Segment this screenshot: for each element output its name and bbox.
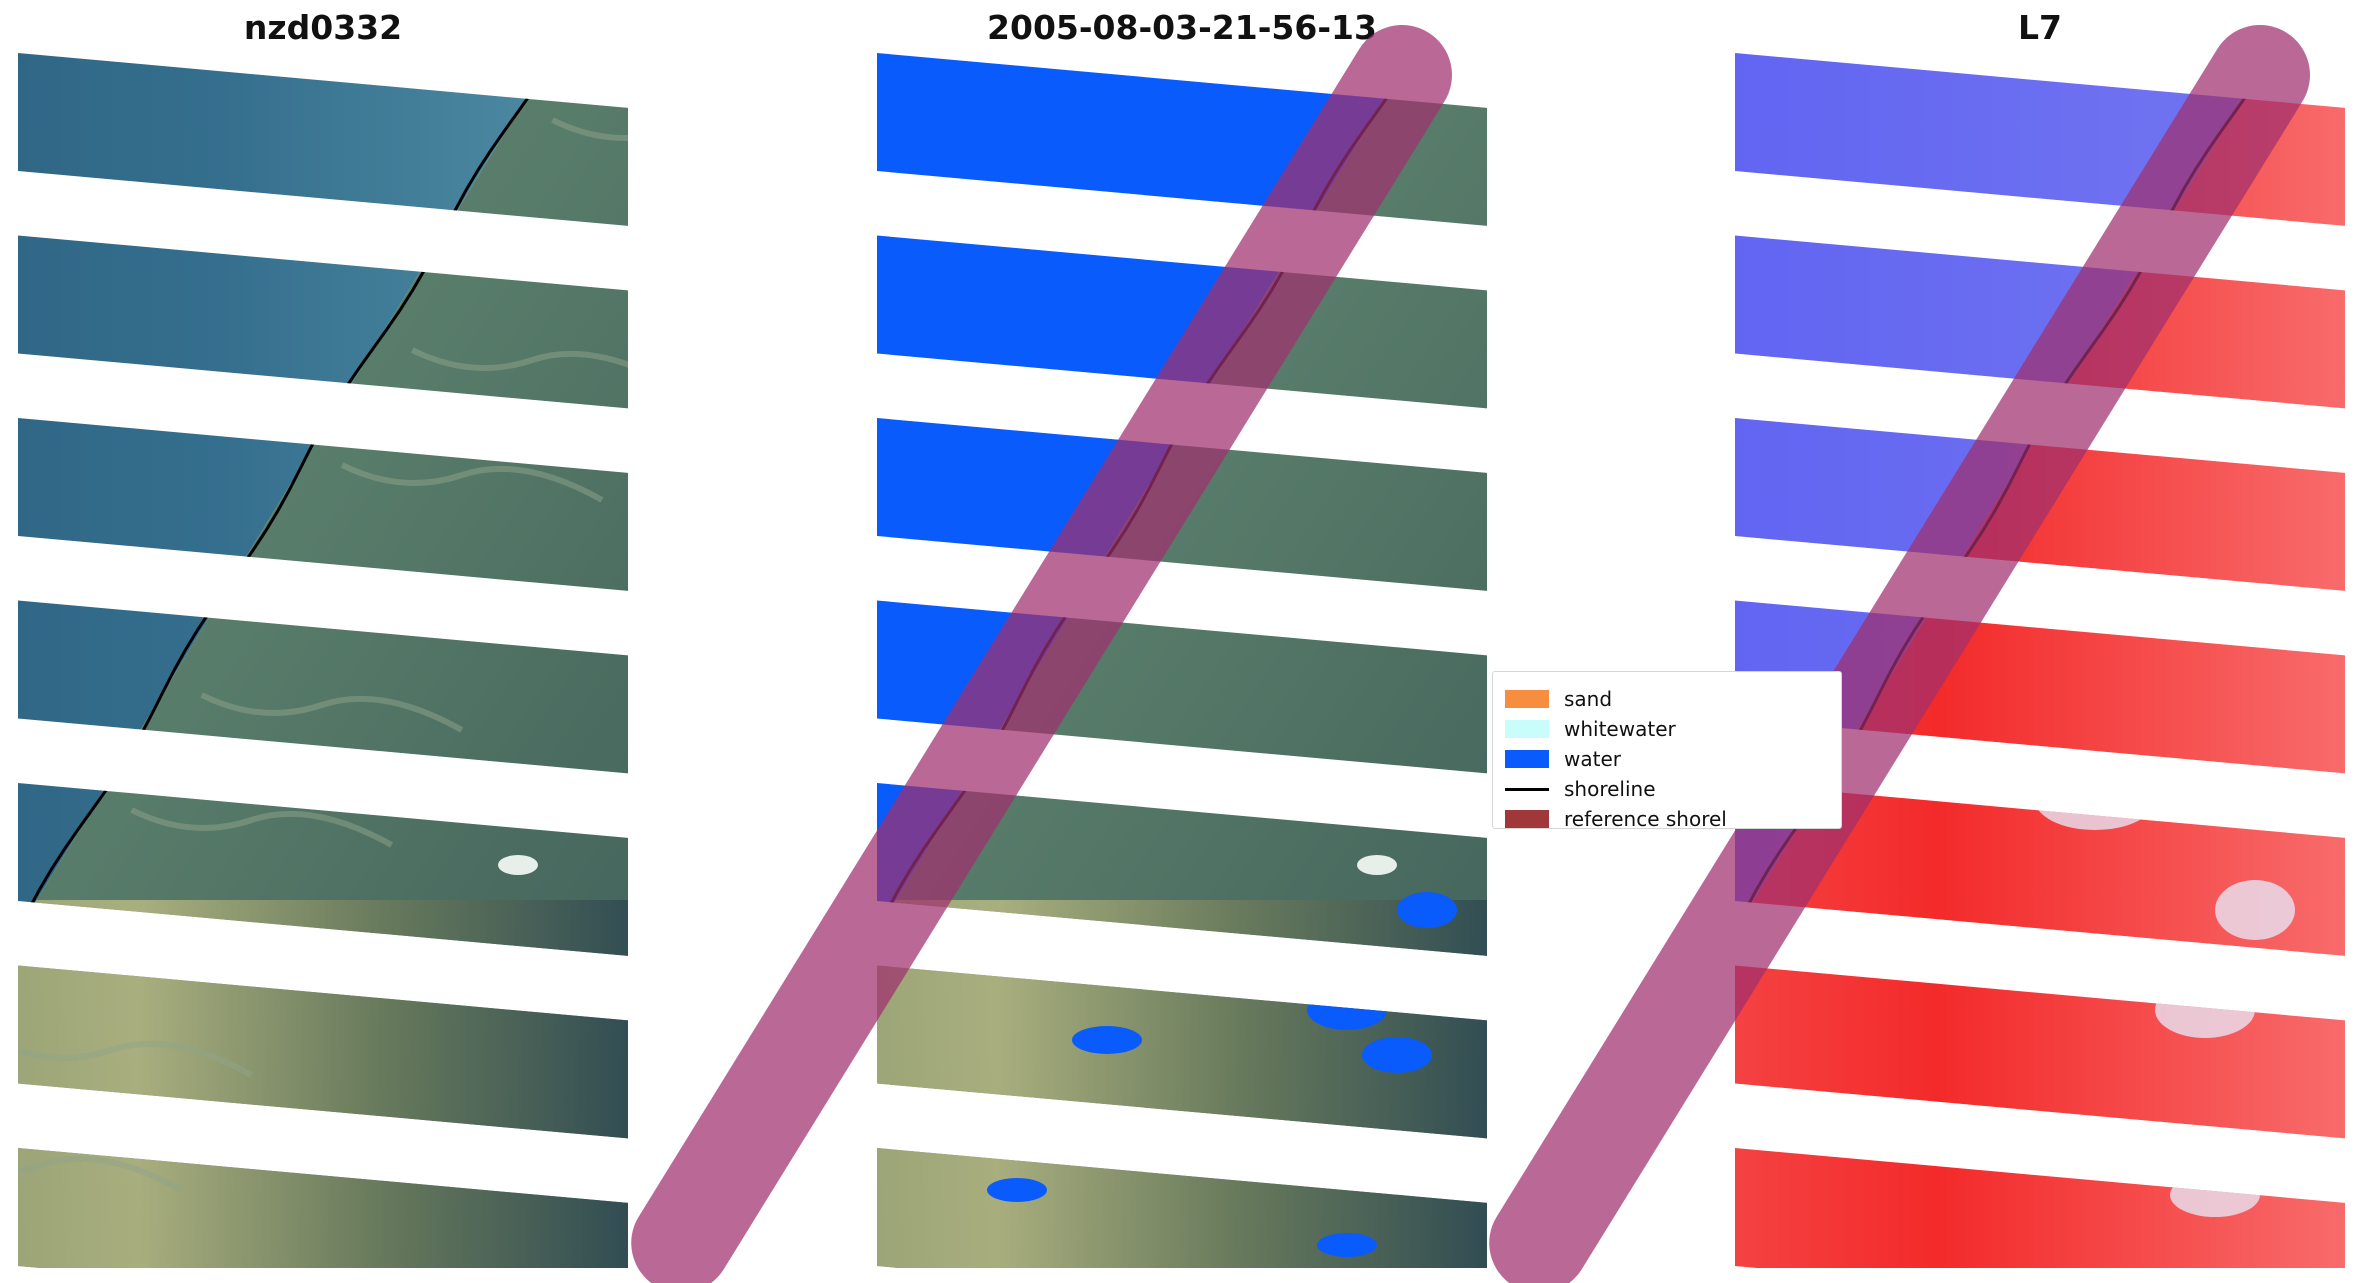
- inland-water-blob: [1362, 1037, 1432, 1073]
- panel-title-mndwi: L7: [2018, 8, 2062, 47]
- legend-swatch-reference-shoreline: [1505, 810, 1549, 828]
- dry-hills: [18, 900, 628, 1268]
- image-panel-rgb: [18, 53, 628, 1268]
- reference-shoreline-buffer: [631, 25, 1452, 1283]
- inland-water-blob: [1317, 1233, 1377, 1257]
- panel-content-rgb: [18, 53, 628, 1268]
- image-panel-mndwi: [1489, 25, 2345, 1283]
- mndwi-pale-patch: [2155, 982, 2255, 1038]
- legend: sand whitewater water shoreline referenc…: [1492, 671, 1842, 830]
- mndwi-pale-patch: [1885, 1120, 1965, 1160]
- legend-item-water: water: [1505, 747, 1621, 771]
- inland-water-blob: [987, 1178, 1047, 1202]
- terrain-ridge: [130, 807, 394, 848]
- terrain-ridge: [481, 232, 628, 273]
- terrain-ridge: [340, 462, 604, 503]
- image-panel-classified: [631, 25, 1487, 1283]
- legend-item-reference-shoreline: reference shorel: [1505, 808, 1741, 830]
- legend-swatch-whitewater: [1505, 720, 1549, 738]
- legend-label-whitewater: whitewater: [1564, 717, 1676, 741]
- legend-line-shoreline: [1505, 787, 1549, 791]
- legend-label-reference-shoreline: reference shorel: [1564, 808, 1727, 830]
- terrain-ridge: [18, 1037, 253, 1078]
- terrain-ridge: [270, 577, 534, 618]
- panel-title-classified: 2005-08-03-21-56-13: [987, 8, 1377, 47]
- terrain-ridge: [18, 1152, 183, 1193]
- panel-title-rgb: nzd0332: [243, 8, 403, 47]
- legend-swatch-water: [1505, 750, 1549, 768]
- inland-water-blob: [1072, 1026, 1142, 1054]
- terrain-ridge: [200, 692, 464, 733]
- reference-shoreline-buffer: [1489, 25, 2310, 1283]
- terrain-ridge: [60, 922, 323, 963]
- legend-item-whitewater: whitewater: [1505, 717, 1676, 741]
- panels-layer: [18, 25, 2345, 1283]
- mndwi-pale-patch: [2215, 880, 2295, 940]
- terrain-ridge: [551, 117, 628, 158]
- bright-patch: [1357, 855, 1397, 875]
- legend-label-sand: sand: [1564, 687, 1613, 711]
- legend-label-water: water: [1564, 747, 1621, 771]
- legend-item-sand: sand: [1505, 687, 1613, 711]
- legend-item-shoreline: shoreline: [1505, 777, 1656, 801]
- mndwi-pale-patch: [2170, 1173, 2260, 1217]
- legend-swatch-sand: [1505, 690, 1549, 708]
- terrain-ridge: [410, 347, 628, 388]
- bright-patch: [498, 855, 538, 875]
- mndwi-pale-patch: [2035, 770, 2155, 830]
- inland-water-blob: [1397, 892, 1457, 928]
- inland-water-blob: [1307, 990, 1387, 1030]
- legend-label-shoreline: shoreline: [1564, 777, 1656, 801]
